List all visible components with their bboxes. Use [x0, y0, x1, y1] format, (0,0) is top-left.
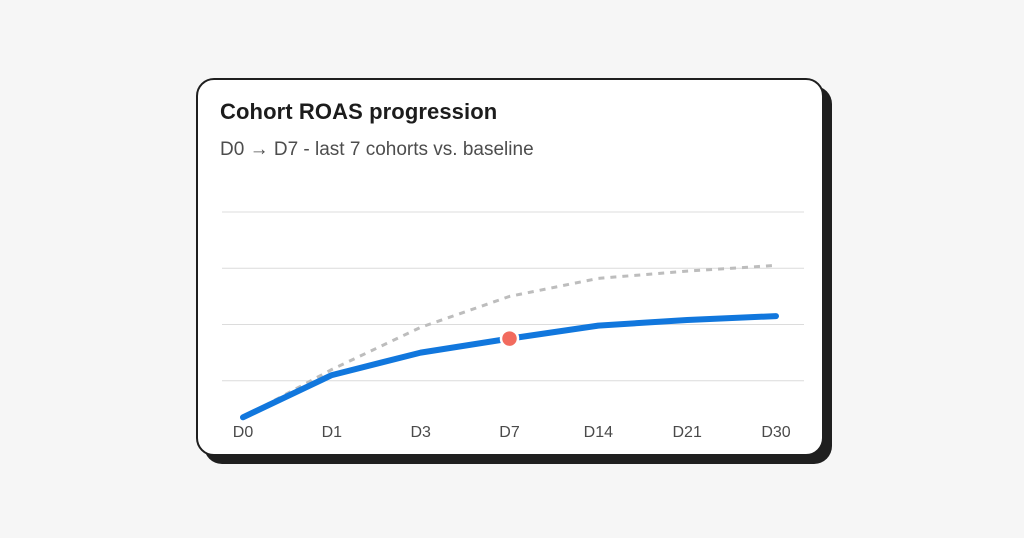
chart-title: Cohort ROAS progression	[220, 99, 498, 124]
x-tick-label: D0	[233, 424, 254, 441]
chart-card: Cohort ROAS progression D0 → D7 - last 7…	[196, 78, 824, 456]
x-tick-label: D21	[672, 424, 701, 441]
x-tick-label: D1	[322, 424, 343, 441]
line-chart: D0 D1 D3 D7 D14 D21 D30	[222, 211, 804, 441]
baseline-series-line	[242, 263, 777, 419]
x-tick-label: D7	[499, 424, 520, 441]
gridlines	[222, 211, 804, 382]
highlight-points	[499, 328, 520, 349]
x-axis-ticks: D0 D1 D3 D7 D14 D21 D30	[233, 424, 791, 441]
x-tick-label: D3	[410, 424, 431, 441]
x-tick-label: D14	[584, 424, 613, 441]
highlight-point	[499, 328, 520, 349]
chart-subtitle: D0 → D7 - last 7 cohorts vs. baseline	[220, 139, 534, 160]
x-tick-label: D30	[761, 424, 790, 441]
